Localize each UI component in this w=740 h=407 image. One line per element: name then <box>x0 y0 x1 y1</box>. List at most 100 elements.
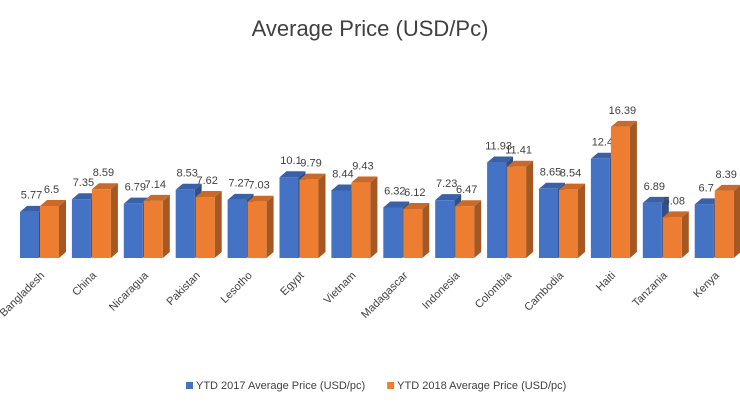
bar <box>299 179 319 258</box>
bar-top <box>40 200 66 206</box>
legend-label: YTD 2018 Average Price (USD/pc) <box>397 380 566 392</box>
x-tick-label: Indonesia <box>420 269 463 312</box>
value-label: 6.47 <box>456 184 477 196</box>
value-label: 6.12 <box>404 187 425 199</box>
value-label: 8.54 <box>560 168 581 180</box>
bar <box>383 207 403 258</box>
legend-swatch <box>186 382 193 389</box>
bar <box>559 189 578 258</box>
bar-side <box>681 211 689 258</box>
value-label: 6.5 <box>44 184 59 196</box>
value-label: 6.32 <box>384 185 405 197</box>
legend-swatch <box>387 382 395 389</box>
bar <box>247 201 267 258</box>
bar-top <box>143 194 170 201</box>
bar <box>435 200 455 258</box>
bar-side <box>629 120 637 258</box>
bar-top <box>539 182 565 189</box>
value-label: 7.62 <box>196 175 217 187</box>
bar-side <box>318 173 326 258</box>
bar-side <box>110 183 118 258</box>
value-label: 8.44 <box>332 168 353 180</box>
bar-top <box>279 171 306 178</box>
x-tick-label: Bangladesh <box>0 270 47 320</box>
bar-side <box>59 200 66 258</box>
bar-top <box>227 193 254 200</box>
value-label: 5.08 <box>664 195 685 207</box>
bar <box>91 189 111 258</box>
bar <box>694 204 714 258</box>
value-label: 16.39 <box>609 105 637 117</box>
bar-side <box>370 176 378 258</box>
bar <box>487 162 507 258</box>
value-label: 7.27 <box>228 178 249 190</box>
bar <box>642 202 662 258</box>
bar <box>351 182 371 258</box>
value-label: 5.77 <box>21 190 42 202</box>
x-tick-label: Colombia <box>473 269 515 311</box>
value-label: 6.7 <box>699 182 714 194</box>
bar-top <box>590 152 617 159</box>
bar <box>403 209 423 258</box>
value-label: 9.79 <box>300 158 321 170</box>
bar <box>195 197 215 258</box>
value-label: 11.41 <box>505 145 532 157</box>
x-tick-label: Egypt <box>278 270 306 298</box>
bar-side <box>266 195 274 258</box>
value-label: 7.23 <box>436 178 457 190</box>
x-tick-label: Lesotho <box>219 270 255 306</box>
bar <box>331 190 351 258</box>
bar <box>662 217 682 258</box>
bar-top <box>435 194 462 201</box>
value-label: 7.14 <box>145 179 166 191</box>
x-tick-label: Vietnam <box>322 270 359 307</box>
bar-side <box>474 200 482 258</box>
bar <box>20 211 39 258</box>
bar-top <box>694 198 721 205</box>
bar-top <box>195 191 222 198</box>
bar-top <box>487 156 514 163</box>
bar-top <box>351 176 378 183</box>
bar <box>539 188 558 258</box>
bar <box>40 206 59 258</box>
bar-top <box>642 196 669 203</box>
bar-top <box>123 197 150 204</box>
bar-top <box>383 201 410 208</box>
x-tick-label: Pakistan <box>165 270 203 308</box>
value-label: 8.39 <box>715 169 736 181</box>
bar-top <box>175 183 202 190</box>
bar <box>175 189 195 258</box>
bar-side <box>162 194 170 258</box>
value-label: 12.4 <box>592 137 613 149</box>
bar-top <box>91 183 118 190</box>
bar-top <box>20 205 46 212</box>
x-tick-label: China <box>70 269 99 298</box>
bar-top <box>714 184 740 191</box>
x-tick-label: Haiti <box>594 270 618 294</box>
x-tick-label: Nicaragua <box>107 269 152 314</box>
bar-top <box>559 183 585 190</box>
x-tick-label: Madagascar <box>359 269 411 321</box>
value-label: 8.65 <box>540 167 561 179</box>
bar-top <box>455 200 482 207</box>
bar <box>610 126 630 258</box>
bar-side <box>526 160 534 258</box>
value-label: 8.59 <box>93 167 114 179</box>
bar-top <box>331 184 358 191</box>
bar-top <box>71 193 98 200</box>
bar <box>279 177 299 258</box>
bar-top <box>299 173 326 180</box>
bar-top <box>662 211 689 218</box>
x-tick-label: Kenya <box>691 269 722 300</box>
bar <box>714 190 734 258</box>
bar-top <box>247 195 274 202</box>
x-tick-label: Cambodia <box>522 269 567 314</box>
bar <box>455 206 475 258</box>
value-label: 8.53 <box>176 168 197 180</box>
bar <box>227 199 247 258</box>
bar <box>123 203 143 258</box>
value-label: 9.43 <box>352 160 373 172</box>
bar-side <box>214 191 222 258</box>
value-label: 6.79 <box>125 182 146 194</box>
